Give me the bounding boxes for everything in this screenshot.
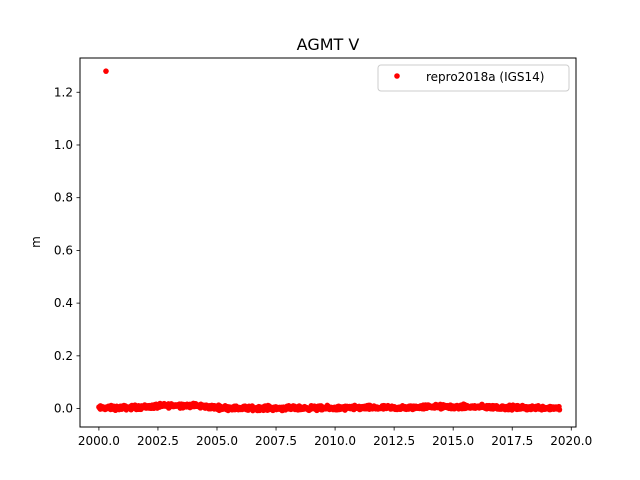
legend: repro2018a (IGS14) xyxy=(377,64,570,92)
y-tick-label: 1.0 xyxy=(54,138,73,152)
x-tick-label: 2002.5 xyxy=(137,434,179,448)
x-tick-label: 2000.0 xyxy=(78,434,120,448)
data-point xyxy=(556,406,563,413)
x-tick-label: 2010.0 xyxy=(314,434,356,448)
y-axis-ticks: 0.0 0.2 0.4 0.6 0.8 1.0 1.2 xyxy=(54,85,80,416)
y-tick-label: 0.2 xyxy=(54,349,73,363)
plot-frame xyxy=(79,57,577,428)
x-tick-label: 2015.0 xyxy=(432,434,474,448)
legend-box xyxy=(377,64,570,92)
x-tick-label: 2012.5 xyxy=(373,434,415,448)
x-tick-label: 2020.0 xyxy=(550,434,592,448)
legend-marker xyxy=(394,73,400,79)
chart-title: AGMT V xyxy=(297,35,360,54)
x-tick-label: 2005.0 xyxy=(196,434,238,448)
y-tick-label: 0.4 xyxy=(54,296,73,310)
y-tick-label: 1.2 xyxy=(54,85,73,99)
axes xyxy=(79,57,577,428)
x-axis-ticks: 2000.0 2002.5 2005.0 2007.5 2010.0 2012.5 2015… xyxy=(78,427,592,448)
outlier-point xyxy=(103,68,109,74)
y-tick-label: 0.8 xyxy=(54,191,73,205)
y-tick-label: 0.0 xyxy=(54,402,73,416)
x-tick-label: 2017.5 xyxy=(491,434,533,448)
legend-label: repro2018a (IGS14) xyxy=(426,70,544,84)
y-axis-label: m xyxy=(29,236,43,248)
x-tick-label: 2007.5 xyxy=(255,434,297,448)
y-tick-label: 0.6 xyxy=(54,243,73,257)
data-points xyxy=(96,68,563,414)
